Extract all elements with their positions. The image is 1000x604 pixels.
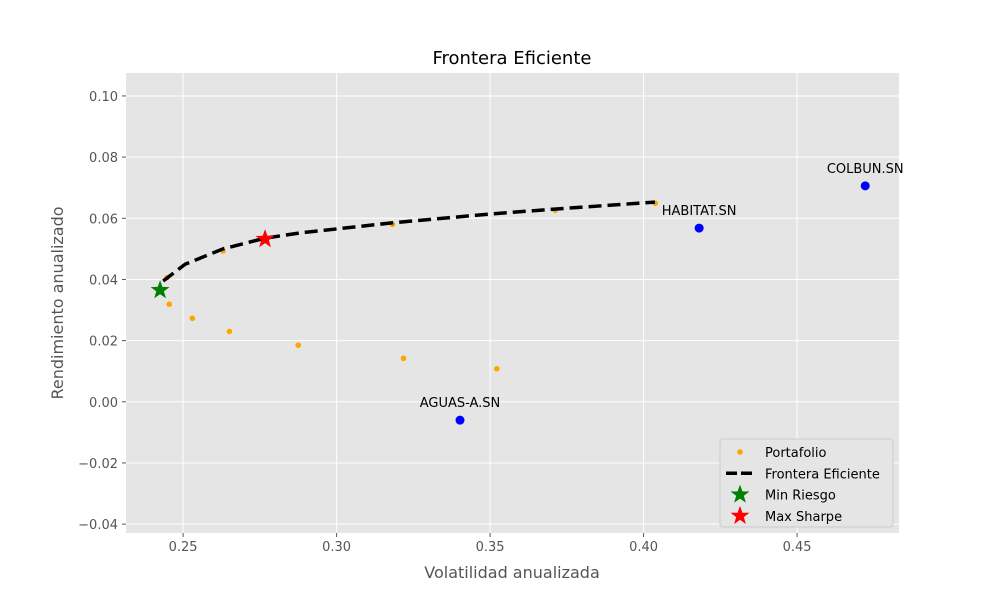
x-axis-label: Volatilidad anualizada <box>424 563 600 582</box>
y-tick-label: 0.06 <box>89 212 118 227</box>
asset-label: HABITAT.SN <box>662 204 737 219</box>
y-tick-label: −0.02 <box>78 457 118 472</box>
x-tick-label: 0.30 <box>322 540 351 555</box>
y-tick-label: 0.10 <box>89 90 118 105</box>
y-tick-label: 0.04 <box>89 273 118 288</box>
portfolio-point <box>494 365 500 372</box>
asset-label: AGUAS-A.SN <box>420 396 501 411</box>
min-risk-star <box>150 280 170 299</box>
asset-point <box>455 415 465 425</box>
portfolio-point <box>295 342 302 349</box>
y-axis-label: Rendimiento anualizado <box>48 206 67 399</box>
y-tick-label: 0.00 <box>89 396 118 411</box>
legend-label: Max Sharpe <box>765 510 842 525</box>
x-tick-label: 0.40 <box>629 540 658 555</box>
legend-marker-star <box>730 505 750 524</box>
legend-label: Frontera Eficiente <box>765 467 880 482</box>
y-tick-label: −0.04 <box>78 518 118 533</box>
asset-point <box>694 223 704 233</box>
legend: Portafolio Frontera Eficiente Min Riesgo Ma… <box>719 438 894 528</box>
y-tick-label: 0.02 <box>89 335 118 350</box>
legend-box <box>719 438 894 528</box>
x-tick-label: 0.45 <box>783 540 812 555</box>
chart-title: Frontera Eficiente <box>433 48 592 69</box>
x-tick-label: 0.35 <box>476 540 505 555</box>
legend-marker-portfolio <box>737 449 743 455</box>
y-tick-label: 0.08 <box>89 151 118 166</box>
legend-marker-star <box>730 484 750 503</box>
portfolio-point <box>226 328 233 335</box>
portfolio-point <box>166 301 173 308</box>
legend-label: Min Riesgo <box>765 489 836 504</box>
asset-point <box>860 181 870 191</box>
x-tick-label: 0.25 <box>169 540 198 555</box>
portfolio-point <box>189 315 196 322</box>
efficient-frontier-line <box>162 200 656 283</box>
asset-label: COLBUN.SN <box>827 162 904 177</box>
portfolio-point <box>400 355 407 362</box>
max-sharpe-star <box>255 229 275 248</box>
legend-label: Portafolio <box>765 446 826 461</box>
